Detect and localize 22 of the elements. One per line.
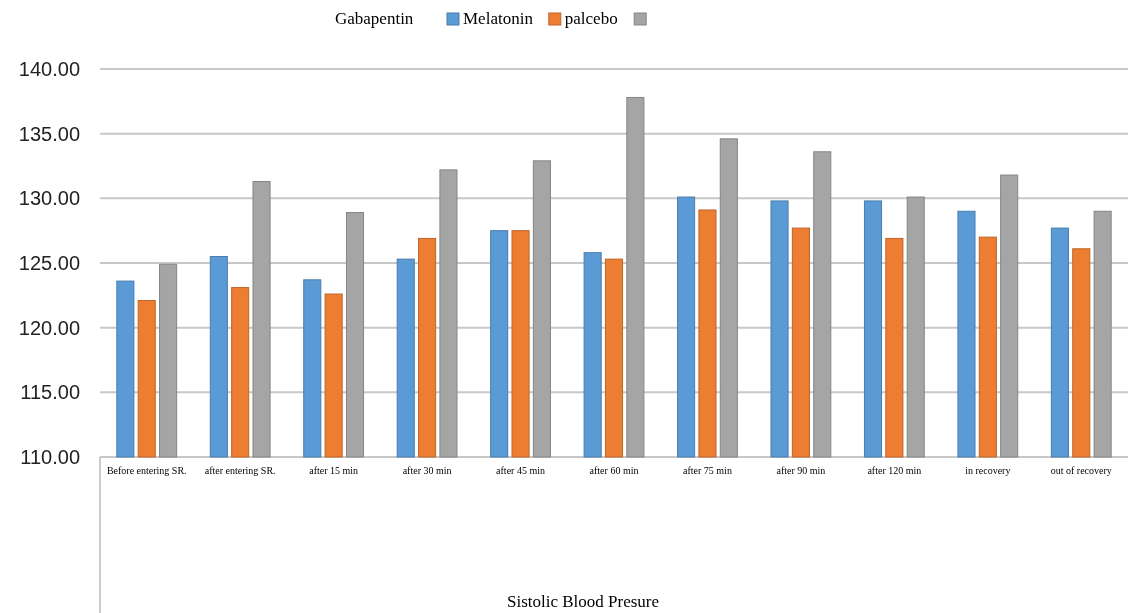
y-tick-label: 130.00 — [18, 187, 80, 210]
x-tick-label: Before entering SR. — [106, 465, 187, 476]
legend-label: palcebo — [564, 9, 618, 28]
text: Sistolic Blood Presure — [506, 592, 660, 611]
y-tick-label: 140.00 — [18, 58, 80, 80]
x-tick-label: out of recovery — [1050, 465, 1112, 476]
x-tick-label: after 15 min — [309, 465, 359, 476]
x-tick-label: after 60 min — [589, 465, 639, 476]
y-tick-label: 135.00 — [18, 122, 80, 145]
x-tick-label: after 90 min — [776, 465, 826, 476]
x-tick-label: after 30 min — [402, 465, 452, 476]
x-tick-label: after 45 min — [496, 465, 545, 476]
x-tick-label: after entering SR. — [204, 465, 276, 476]
y-tick-label: 115.00 — [20, 381, 80, 404]
y-tick-label: 110.00 — [20, 446, 80, 468]
x-tick-label: in recovery — [965, 465, 1011, 476]
legend-title: Gabapentin — [335, 9, 414, 28]
y-tick-label: 120.00 — [18, 316, 80, 339]
y-tick-label: 125.00 — [18, 252, 80, 274]
x-tick-label: after 120 min — [867, 465, 922, 476]
legend-label: Melatonin — [463, 9, 534, 28]
x-tick-label: after 75 min — [683, 465, 732, 476]
